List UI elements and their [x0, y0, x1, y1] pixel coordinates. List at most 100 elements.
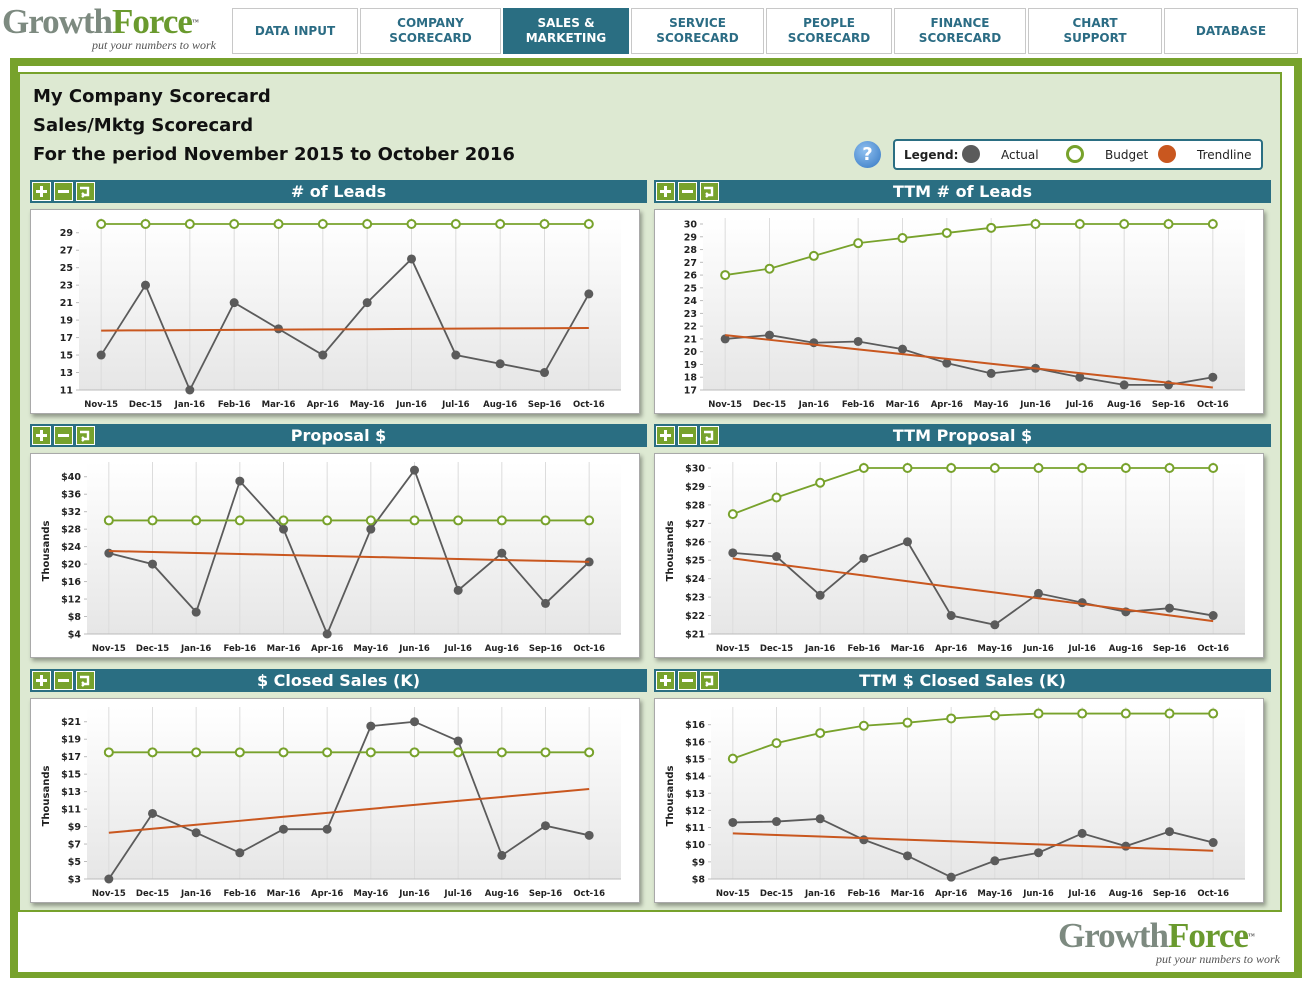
x-tick-label: Jan-16 — [798, 400, 829, 410]
chart-card: Nov-15 Dec-15 Jan-16 Feb-16 Mar-16 Apr-16 May-… — [30, 209, 640, 414]
button-icon — [80, 430, 90, 442]
y-tick-label: 19 — [684, 360, 697, 371]
minus-button[interactable] — [678, 182, 697, 201]
data-point — [322, 747, 333, 758]
data-point — [728, 548, 738, 558]
data-point — [540, 747, 551, 758]
x-tick-label: May-16 — [974, 400, 1009, 410]
x-tick-label: Nov-15 — [84, 400, 118, 410]
data-point — [986, 222, 997, 233]
x-tick-label: Jan-16 — [804, 889, 835, 899]
data-point — [1165, 603, 1174, 613]
data-point — [1075, 372, 1085, 382]
data-point — [96, 219, 107, 229]
legend-label: Legend: — [904, 148, 958, 162]
data-point — [1030, 219, 1041, 229]
nav-tab[interactable]: FINANCE SCORECARD — [894, 8, 1026, 54]
nav-tab[interactable]: PEOPLE SCORECARD — [766, 8, 892, 54]
nav-tab[interactable]: SALES & MARKETING — [503, 8, 629, 54]
plus-button[interactable] — [656, 671, 675, 690]
button-icon — [36, 675, 47, 686]
x-tick-label: May-16 — [350, 400, 385, 410]
y-tick-label: 29 — [60, 228, 73, 239]
data-point — [366, 524, 376, 534]
icon-bar — [40, 675, 43, 686]
nav-tab[interactable]: SERVICE SCORECARD — [631, 8, 764, 54]
plus-button[interactable] — [656, 426, 675, 445]
data-point — [946, 611, 956, 621]
data-point — [541, 821, 550, 831]
icon-bar — [58, 679, 69, 682]
plot-area — [711, 707, 1245, 879]
nav-tab[interactable]: COMPANY SCORECARD — [360, 8, 501, 54]
minus-button[interactable] — [678, 426, 697, 445]
data-point — [1208, 611, 1218, 621]
y-tick-label: 27 — [684, 258, 697, 269]
refresh-button[interactable] — [76, 426, 95, 445]
series-line — [108, 550, 590, 563]
minus-button[interactable] — [54, 182, 73, 201]
y-tick-label: 17 — [60, 333, 73, 344]
refresh-button[interactable] — [76, 182, 95, 201]
series-line — [732, 817, 1214, 879]
button-icon — [80, 186, 90, 198]
logo-tagline: put your numbers to work — [1156, 952, 1280, 966]
data-point — [273, 219, 284, 229]
button-icon — [36, 186, 47, 197]
nav-tab[interactable]: DATA INPUT — [232, 8, 358, 54]
data-point — [903, 537, 912, 547]
data-point — [362, 298, 372, 308]
x-tick-label: Oct-16 — [1197, 644, 1229, 654]
icon-arrow — [704, 430, 714, 442]
y-tick-label: $40 — [61, 472, 81, 483]
data-point — [141, 280, 150, 290]
data-point — [584, 747, 595, 758]
chart: Nov-15 Dec-15 Jan-16 Feb-16 Mar-16 Apr-16 May-… — [60, 218, 621, 410]
x-tick-label: Jun-16 — [398, 889, 430, 899]
x-tick-label: Dec-15 — [760, 644, 793, 654]
data-point — [764, 263, 775, 274]
plus-button[interactable] — [32, 426, 51, 445]
y-tick-label: $9 — [68, 822, 81, 833]
plus-button[interactable] — [32, 671, 51, 690]
minus-button[interactable] — [54, 426, 73, 445]
x-tick-label: Sep-16 — [529, 889, 562, 899]
icon-bar — [682, 679, 693, 682]
x-tick-label: Aug-16 — [485, 889, 519, 899]
x-tick-label: Feb-16 — [847, 889, 880, 899]
logo-word: Growth — [2, 2, 113, 41]
plus-button[interactable] — [656, 182, 675, 201]
minus-button[interactable] — [678, 671, 697, 690]
data-point — [409, 515, 420, 526]
data-point — [989, 463, 1000, 473]
refresh-button[interactable] — [700, 671, 719, 690]
data-point — [1074, 219, 1085, 229]
series-line — [108, 788, 590, 834]
icon-bar — [40, 186, 43, 197]
button-icon — [58, 190, 69, 193]
x-tick-label: Feb-16 — [218, 400, 251, 410]
logo[interactable]: GrowthForce™ put your numbers to work — [2, 4, 228, 54]
chart-card: Nov-15 Dec-15 Jan-16 Feb-16 Mar-16 Apr-16 May-… — [654, 209, 1264, 414]
refresh-button[interactable] — [700, 426, 719, 445]
x-tick-label: Jul-16 — [1065, 400, 1094, 410]
help-button[interactable]: ? — [854, 141, 881, 168]
refresh-button[interactable] — [76, 671, 95, 690]
icon-bar — [664, 186, 667, 197]
x-tick-label: Apr-16 — [311, 889, 343, 899]
chart: Nov-15 Dec-15 Jan-16 Feb-16 Mar-16 Apr-16 May-… — [41, 707, 621, 899]
refresh-button[interactable] — [700, 182, 719, 201]
chart-card: Nov-15 Dec-15 Jan-16 Feb-16 Mar-16 Apr-16 May-… — [30, 453, 640, 658]
data-point — [584, 289, 594, 299]
data-point — [318, 350, 328, 360]
nav-tab[interactable]: CHART SUPPORT — [1028, 8, 1162, 54]
chart-title: TTM Proposal $ — [892, 426, 1033, 445]
data-point — [1077, 463, 1088, 473]
y-tick-label: 23 — [684, 309, 697, 320]
data-point — [902, 717, 913, 728]
data-point — [317, 219, 328, 229]
data-point — [406, 219, 417, 229]
nav-tab[interactable]: DATABASE — [1164, 8, 1298, 54]
plus-button[interactable] — [32, 182, 51, 201]
minus-button[interactable] — [54, 671, 73, 690]
